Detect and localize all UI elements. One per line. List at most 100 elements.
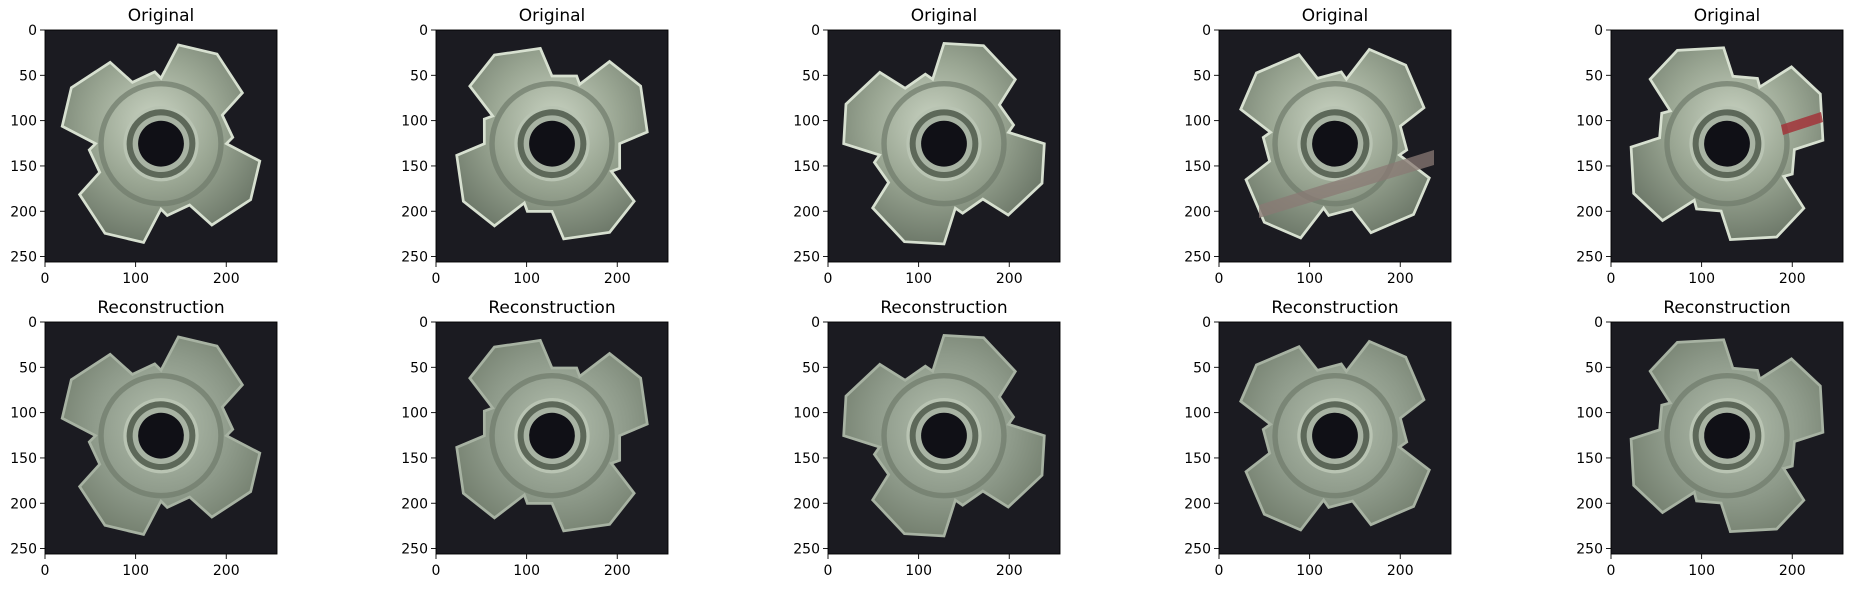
y-tick-label: 250 bbox=[793, 542, 820, 558]
scratch-defect bbox=[1259, 150, 1434, 218]
panel-title: Reconstruction bbox=[488, 298, 615, 318]
y-tick-label: 50 bbox=[802, 68, 820, 84]
y-tick-label: 150 bbox=[793, 159, 820, 175]
original-nut-image bbox=[1239, 47, 1431, 240]
y-tick-label: 50 bbox=[1585, 68, 1603, 84]
y-tick-label: 100 bbox=[793, 406, 820, 422]
y-tick-label: 250 bbox=[1576, 250, 1603, 266]
panel-1-4: Reconstruction 0 100 200 0 50 100 150 200 250 bbox=[1576, 298, 1844, 579]
y-tick-label: 200 bbox=[1576, 204, 1603, 220]
y-tick-label: 250 bbox=[401, 250, 428, 266]
y-tick-label: 0 bbox=[419, 315, 428, 331]
y-tick-label: 150 bbox=[1184, 159, 1211, 175]
original-nut-image bbox=[1629, 46, 1825, 242]
x-tick-label: 100 bbox=[1688, 563, 1715, 579]
y-tick-label: 50 bbox=[19, 68, 37, 84]
reconstruction-nut-image bbox=[1239, 339, 1431, 532]
y-tick-label: 200 bbox=[1576, 496, 1603, 512]
reconstruction-nut-image bbox=[842, 333, 1046, 538]
axes-frame bbox=[44, 29, 278, 263]
y-tick-label: 200 bbox=[1184, 204, 1211, 220]
x-tick-label: 100 bbox=[1296, 563, 1323, 579]
x-tick-label: 200 bbox=[1779, 563, 1806, 579]
y-tick-label: 250 bbox=[10, 250, 37, 266]
axes-frame bbox=[435, 321, 669, 555]
panel-title: Reconstruction bbox=[97, 298, 224, 318]
x-tick-label: 200 bbox=[604, 563, 631, 579]
x-tick-label: 200 bbox=[213, 563, 240, 579]
x-tick-label: 100 bbox=[122, 563, 149, 579]
y-tick-label: 100 bbox=[1576, 114, 1603, 130]
y-tick-label: 250 bbox=[1184, 250, 1211, 266]
red-mark-defect bbox=[1781, 112, 1823, 135]
x-tick-label: 200 bbox=[996, 271, 1023, 287]
x-tick-label: 100 bbox=[1688, 271, 1715, 287]
y-tick-label: 0 bbox=[811, 315, 820, 331]
panel-0-0: Original 0 100 200 0 50 100 150 200 250 bbox=[10, 6, 278, 287]
panel-0-3: Original 0 100 200 0 50 100 150 200 250 bbox=[1184, 6, 1452, 287]
y-tick-label: 100 bbox=[793, 114, 820, 130]
y-tick-label: 150 bbox=[10, 451, 37, 467]
panel-1-2: Reconstruction 0 100 200 0 50 100 150 200 250 bbox=[793, 298, 1061, 579]
axes-frame bbox=[827, 29, 1061, 263]
axes-frame bbox=[1610, 29, 1844, 263]
panel-1-3: Reconstruction 0 100 200 0 50 100 150 200 250 bbox=[1184, 298, 1452, 579]
y-tick-label: 250 bbox=[1576, 542, 1603, 558]
panel-title: Original bbox=[911, 6, 978, 26]
y-tick-label: 100 bbox=[10, 114, 37, 130]
x-tick-label: 200 bbox=[1387, 271, 1414, 287]
panel-title: Reconstruction bbox=[880, 298, 1007, 318]
y-tick-label: 50 bbox=[1585, 360, 1603, 376]
y-tick-label: 50 bbox=[410, 68, 428, 84]
y-tick-label: 150 bbox=[401, 159, 428, 175]
panel-1-0: Reconstruction 0 100 200 0 50 100 150 200 250 bbox=[10, 298, 278, 579]
y-tick-label: 0 bbox=[1202, 23, 1211, 39]
x-tick-label: 0 bbox=[1607, 271, 1616, 287]
y-tick-label: 100 bbox=[10, 406, 37, 422]
y-tick-label: 100 bbox=[1576, 406, 1603, 422]
y-tick-label: 200 bbox=[793, 204, 820, 220]
y-tick-label: 150 bbox=[1576, 159, 1603, 175]
y-tick-label: 200 bbox=[401, 496, 428, 512]
x-tick-label: 100 bbox=[122, 271, 149, 287]
x-tick-label: 0 bbox=[41, 271, 50, 287]
y-tick-label: 50 bbox=[802, 360, 820, 376]
panel-0-1: Original 0 100 200 0 50 100 150 200 250 bbox=[401, 6, 669, 287]
x-tick-label: 0 bbox=[824, 563, 833, 579]
y-tick-label: 250 bbox=[401, 542, 428, 558]
axes-frame bbox=[435, 29, 669, 263]
x-tick-label: 0 bbox=[41, 563, 50, 579]
axes-frame bbox=[1610, 321, 1844, 555]
x-tick-label: 0 bbox=[1215, 563, 1224, 579]
y-tick-label: 150 bbox=[793, 451, 820, 467]
panel-title: Original bbox=[519, 6, 586, 26]
y-tick-label: 250 bbox=[10, 542, 37, 558]
axes-frame bbox=[1218, 321, 1452, 555]
y-tick-label: 150 bbox=[1576, 451, 1603, 467]
y-tick-label: 200 bbox=[1184, 496, 1211, 512]
x-tick-label: 0 bbox=[1215, 271, 1224, 287]
x-tick-label: 100 bbox=[905, 271, 932, 287]
y-tick-label: 200 bbox=[401, 204, 428, 220]
y-tick-label: 100 bbox=[1184, 114, 1211, 130]
panel-title: Reconstruction bbox=[1271, 298, 1398, 318]
axes-frame bbox=[1218, 29, 1452, 263]
panel-title: Original bbox=[128, 6, 195, 26]
y-tick-label: 50 bbox=[1193, 68, 1211, 84]
x-tick-label: 100 bbox=[513, 271, 540, 287]
y-tick-label: 150 bbox=[1184, 451, 1211, 467]
y-tick-label: 150 bbox=[10, 159, 37, 175]
x-tick-label: 200 bbox=[1387, 563, 1414, 579]
y-tick-label: 250 bbox=[1184, 542, 1211, 558]
reconstruction-nut-image bbox=[455, 338, 649, 533]
y-tick-label: 200 bbox=[10, 204, 37, 220]
panel-title: Original bbox=[1302, 6, 1369, 26]
panel-title: Original bbox=[1694, 6, 1761, 26]
y-tick-label: 50 bbox=[19, 360, 37, 376]
y-tick-label: 100 bbox=[401, 114, 428, 130]
y-tick-label: 0 bbox=[419, 23, 428, 39]
reconstruction-nut-image bbox=[1629, 338, 1825, 534]
x-tick-label: 200 bbox=[1779, 271, 1806, 287]
y-tick-label: 200 bbox=[10, 496, 37, 512]
y-tick-label: 100 bbox=[1184, 406, 1211, 422]
